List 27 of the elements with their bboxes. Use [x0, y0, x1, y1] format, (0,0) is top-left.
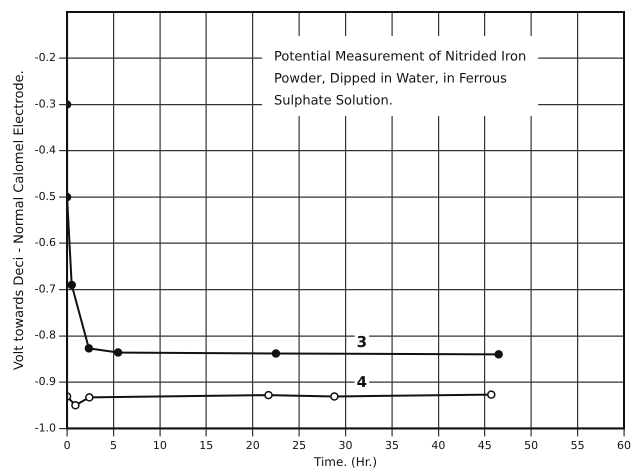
y-tick-label: -0.5	[34, 190, 56, 203]
y-tick-label: -0.7	[34, 282, 56, 296]
x-tick-label: 60	[617, 438, 631, 452]
x-tick-label: 15	[199, 438, 214, 452]
y-tick-label: -1.0	[34, 421, 56, 434]
y-tick-label: -0.6	[34, 236, 56, 250]
x-axis-title: Time. (Hr.)	[313, 454, 378, 469]
x-tick-label: 45	[478, 438, 492, 452]
text: Potential Measurement of Nitrided Iron Powder, Dipped in Water, in Ferrous Sulphate Solution.	[274, 49, 526, 108]
x-tick-label: 0	[64, 438, 71, 452]
x-tick-label: 30	[338, 438, 353, 452]
x-tick-label: 25	[292, 438, 306, 452]
x-tick-label: 5	[110, 438, 117, 452]
series-label: 4	[356, 373, 368, 392]
y-tick-label: -0.3	[34, 97, 56, 110]
x-tick-label: 20	[246, 438, 260, 452]
x-tick-label: 40	[431, 438, 446, 452]
x-tick-label: 35	[384, 438, 399, 452]
y-tick-label: -0.9	[34, 374, 56, 388]
y-tick-label: -0.8	[34, 328, 56, 342]
y-axis-title: Volt towards Deci - Normal Calomel Electrode.	[12, 70, 28, 370]
x-tick-label: 55	[570, 438, 585, 452]
y-tick-label: -0.2	[34, 51, 56, 64]
y-tick-label: -0.4	[34, 144, 56, 157]
x-tick-label: 50	[524, 438, 538, 452]
series-label: 3	[356, 332, 368, 351]
x-tick-label: 10	[152, 438, 167, 452]
